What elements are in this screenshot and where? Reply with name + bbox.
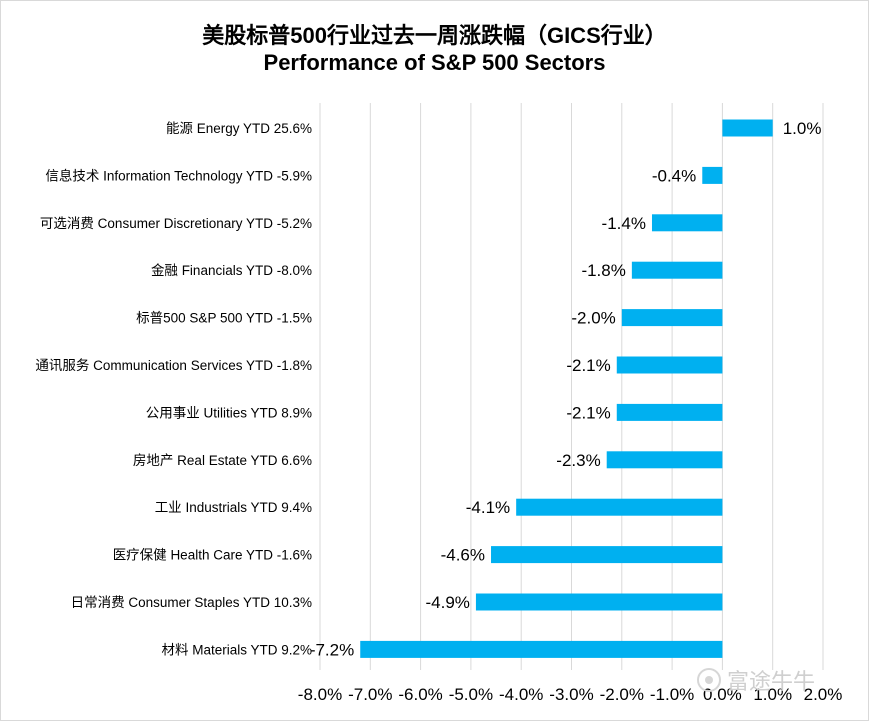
value-label: -0.4%: [652, 166, 696, 185]
x-tick-label: -1.0%: [650, 685, 694, 704]
x-tick-label: 2.0%: [804, 685, 843, 704]
bar: [722, 119, 773, 137]
value-labels: 1.0% -0.4% -1.4% -1.8% -2.0% -2.1% -2.1% -2.3% -…: [310, 119, 822, 659]
bar: [491, 546, 723, 564]
category-label: 工业 Industrials YTD 9.4%: [155, 500, 312, 515]
x-tick-label: -5.0%: [449, 685, 493, 704]
futu-logo-icon: [697, 668, 721, 692]
x-tick-label: -2.0%: [600, 685, 644, 704]
bar: [651, 214, 723, 232]
bar: [606, 451, 723, 469]
x-tick-label: -8.0%: [298, 685, 342, 704]
category-label: 房地产 Real Estate YTD 6.6%: [133, 453, 312, 468]
value-label: -4.1%: [466, 498, 510, 517]
category-label: 医疗保健 Health Care YTD -1.6%: [113, 548, 312, 563]
bar: [475, 593, 723, 611]
value-label: -1.4%: [602, 214, 646, 233]
x-tick-label: -3.0%: [549, 685, 593, 704]
value-label: -4.6%: [441, 546, 485, 565]
category-label: 信息技术 Information Technology YTD -5.9%: [45, 167, 312, 183]
category-label: 材料 Materials YTD 9.2%: [161, 642, 312, 657]
category-label: 通讯服务 Communication Services YTD -1.8%: [35, 358, 312, 373]
bar: [360, 640, 723, 658]
category-labels: 能源 Energy YTD 25.6% 信息技术 Information Tech…: [35, 121, 312, 657]
value-label: -2.1%: [566, 403, 610, 422]
bar: [631, 261, 723, 279]
bar: [616, 403, 723, 421]
gridlines: [319, 103, 824, 670]
bar: [702, 166, 723, 184]
category-label: 金融 Financials YTD -8.0%: [151, 263, 312, 278]
x-tick-labels: -8.0% -7.0% -6.0% -5.0% -4.0% -3.0% -2.0% -1.0%…: [298, 685, 843, 704]
value-label: -7.2%: [310, 640, 354, 659]
watermark: 富途牛牛: [697, 664, 815, 696]
bars: [360, 119, 773, 658]
bar: [516, 498, 723, 516]
value-label: -2.3%: [556, 451, 600, 470]
category-label: 可选消费 Consumer Discretionary YTD -5.2%: [40, 216, 312, 231]
bar: [621, 309, 723, 327]
x-tick-label: -6.0%: [398, 685, 442, 704]
x-tick-label: 1.0%: [753, 685, 792, 704]
chart-title-cn: 美股标普500行业过去一周涨跌幅（GICS行业）: [202, 23, 667, 48]
category-label: 能源 Energy YTD 25.6%: [166, 121, 312, 136]
category-label: 公用事业 Utilities YTD 8.9%: [146, 405, 312, 420]
value-label: -2.0%: [571, 309, 615, 328]
value-label: -1.8%: [581, 261, 625, 280]
bar: [616, 356, 723, 374]
value-label: -2.1%: [566, 356, 610, 375]
x-tick-label: -7.0%: [348, 685, 392, 704]
value-label: -4.9%: [426, 593, 470, 612]
watermark-text: 富途牛牛: [727, 670, 816, 695]
x-tick-label: -4.0%: [499, 685, 543, 704]
chart-title-en: Performance of S&P 500 Sectors: [263, 50, 606, 75]
value-label: 1.0%: [783, 119, 822, 138]
category-label: 日常消费 Consumer Staples YTD 10.3%: [71, 595, 312, 610]
category-label: 标普500 S&P 500 YTD -1.5%: [136, 311, 312, 326]
